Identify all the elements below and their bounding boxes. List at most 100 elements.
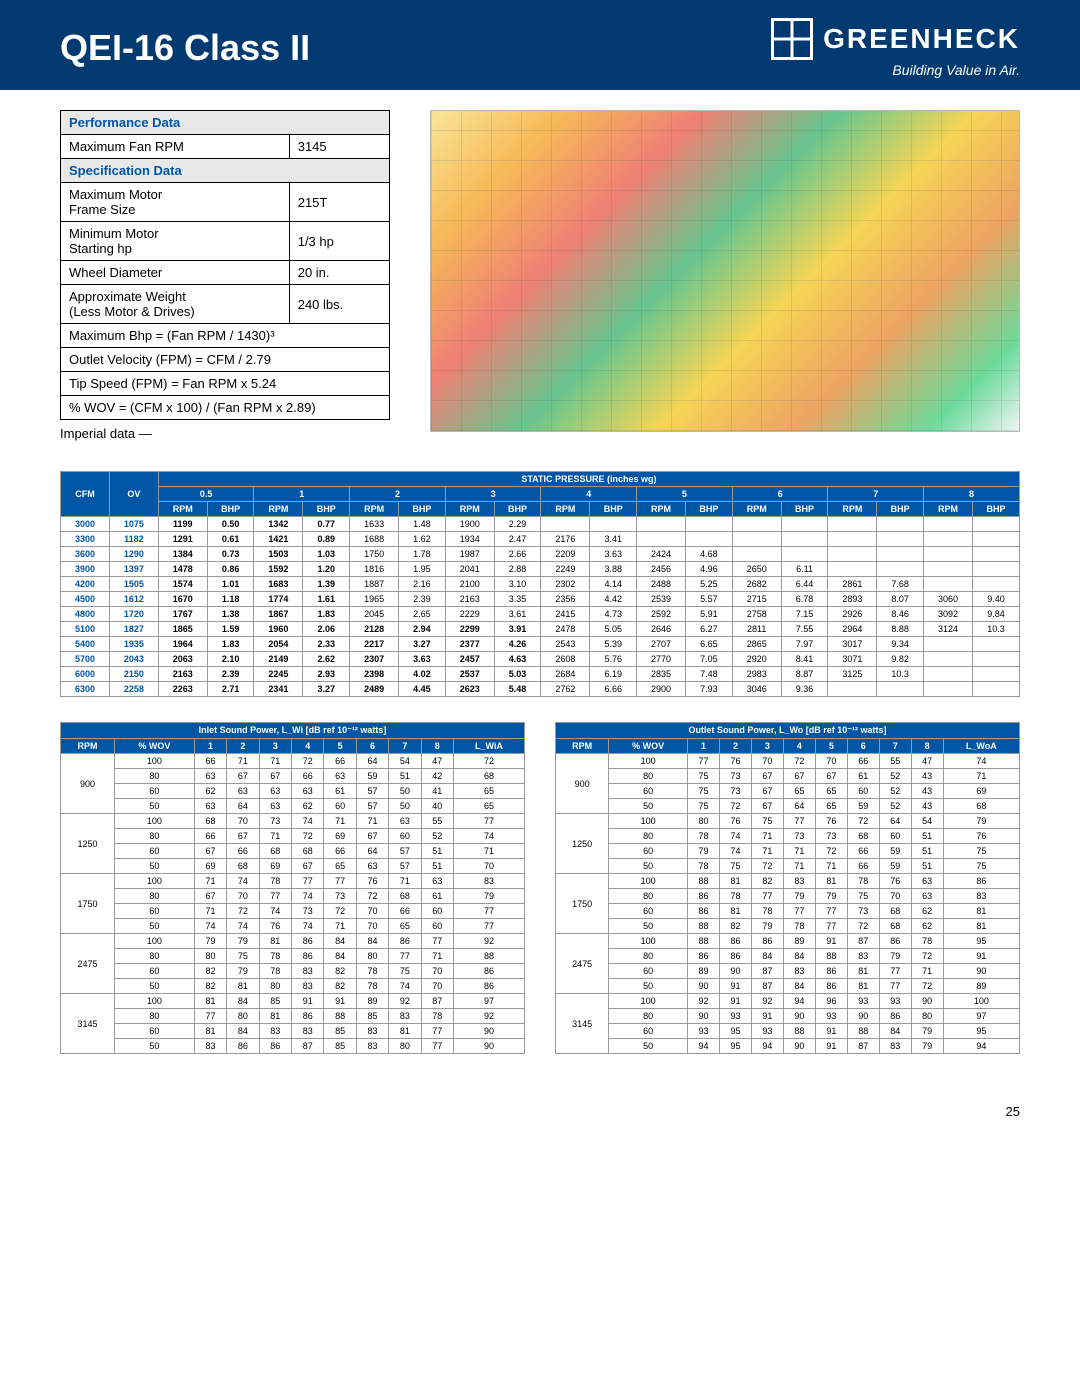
sound-cell: 84 xyxy=(324,949,356,964)
sound-cell: 71 xyxy=(259,754,291,769)
perf-cell: 3125 xyxy=(828,667,877,682)
sound-cell: 86 xyxy=(259,1039,291,1054)
perf-cell xyxy=(877,532,924,547)
sound-cell: 57 xyxy=(389,844,421,859)
rpm-cell: 1250 xyxy=(556,814,609,874)
sound-cell: 71 xyxy=(324,814,356,829)
sound-cell: 74 xyxy=(194,919,226,934)
sound-col: 2 xyxy=(719,739,751,754)
sound-cell: 51 xyxy=(911,829,943,844)
sound-cell: 83 xyxy=(943,889,1019,904)
sound-cell: 82 xyxy=(751,874,783,889)
sound-cell: 68 xyxy=(943,799,1019,814)
sound-cell: 73 xyxy=(292,904,324,919)
perf-cell: 1987 xyxy=(445,547,494,562)
sound-cell: 83 xyxy=(847,949,879,964)
sound-cell: 68 xyxy=(879,919,911,934)
perf-cell: 2623 xyxy=(445,682,494,697)
perf-cell: 2861 xyxy=(828,577,877,592)
sound-cell: 72 xyxy=(356,889,388,904)
sound-cell: 71 xyxy=(194,904,226,919)
sound-cell: 80 xyxy=(911,1009,943,1024)
sound-col: 3 xyxy=(751,739,783,754)
sound-cell: 70 xyxy=(356,919,388,934)
cfm-cell: 6300 xyxy=(61,682,110,697)
sound-cell: 50 xyxy=(609,1039,688,1054)
perf-cell: 1291 xyxy=(158,532,207,547)
perf-cell: 2398 xyxy=(350,667,399,682)
sound-cell: 75 xyxy=(751,814,783,829)
sound-cell: 60 xyxy=(609,784,688,799)
sound-cell: 92 xyxy=(389,994,421,1009)
perf-cell xyxy=(924,577,973,592)
sound-cell: 69 xyxy=(324,829,356,844)
sound-cell: 60 xyxy=(847,784,879,799)
perf-cell: 2964 xyxy=(828,622,877,637)
sound-cell: 77 xyxy=(815,919,847,934)
sound-cell: 67 xyxy=(356,829,388,844)
rpm-cell: 900 xyxy=(61,754,115,814)
perf-cell: 3.35 xyxy=(494,592,541,607)
sound-cell: 83 xyxy=(389,1009,421,1024)
perf-cell: 2229 xyxy=(445,607,494,622)
sound-cell: 81 xyxy=(227,979,259,994)
sound-cell: 54 xyxy=(389,754,421,769)
perf-cell xyxy=(972,562,1019,577)
perf-cell: 5.76 xyxy=(590,652,637,667)
perf-cell: 0.77 xyxy=(303,517,350,532)
perf-cell: 5.03 xyxy=(494,667,541,682)
perf-cell: 3.91 xyxy=(494,622,541,637)
sound-cell: 73 xyxy=(259,814,291,829)
perf-cell: 9.82 xyxy=(877,652,924,667)
perf-cell: 4.73 xyxy=(590,607,637,622)
perf-cell: 2650 xyxy=(732,562,781,577)
sound-cell: 77 xyxy=(259,889,291,904)
sound-cell: 86 xyxy=(453,964,524,979)
sound-cell: 70 xyxy=(421,979,453,994)
perf-cell: 2045 xyxy=(350,607,399,622)
sound-col: 4 xyxy=(783,739,815,754)
brand-name: GREENHECK xyxy=(823,23,1020,55)
sound-cell: 91 xyxy=(943,949,1019,964)
sound-cell: 70 xyxy=(453,859,524,874)
sound-cell: 90 xyxy=(453,1039,524,1054)
perf-cell xyxy=(828,532,877,547)
sound-cell: 50 xyxy=(114,979,194,994)
sound-cell: 80 xyxy=(114,889,194,904)
sound-cell: 87 xyxy=(292,1039,324,1054)
sub-col: BHP xyxy=(494,502,541,517)
sound-cell: 93 xyxy=(879,994,911,1009)
perf-cell: 3060 xyxy=(924,592,973,607)
sound-cell: 92 xyxy=(453,1009,524,1024)
sound-cell: 84 xyxy=(356,934,388,949)
sound-cell: 79 xyxy=(911,1024,943,1039)
formula: Maximum Bhp = (Fan RPM / 1430)³ xyxy=(61,324,390,348)
perf-cell: 5.39 xyxy=(590,637,637,652)
perf-cell: 1887 xyxy=(350,577,399,592)
sound-cell: 67 xyxy=(292,859,324,874)
sound-cell: 81 xyxy=(719,904,751,919)
sound-cell: 73 xyxy=(719,784,751,799)
perf-cell: 1.48 xyxy=(399,517,446,532)
sound-cell: 81 xyxy=(194,1024,226,1039)
sound-cell: 60 xyxy=(324,799,356,814)
sound-cell: 50 xyxy=(389,799,421,814)
sound-cell: 42 xyxy=(421,769,453,784)
perf-cell xyxy=(781,547,828,562)
sound-col: % WOV xyxy=(609,739,688,754)
perf-cell: 4.14 xyxy=(590,577,637,592)
sound-cell: 90 xyxy=(911,994,943,1009)
sound-cell: 72 xyxy=(719,799,751,814)
perf-cell: 2457 xyxy=(445,652,494,667)
sound-cell: 67 xyxy=(194,889,226,904)
perf-cell: 2302 xyxy=(541,577,590,592)
brand-tagline: Building Value in Air. xyxy=(771,62,1020,78)
sound-cell: 78 xyxy=(847,874,879,889)
sound-cell: 71 xyxy=(421,949,453,964)
perf-cell: 2.62 xyxy=(303,652,350,667)
sound-cell: 57 xyxy=(356,799,388,814)
sound-col: 1 xyxy=(688,739,720,754)
cfm-cell: 3000 xyxy=(61,517,110,532)
perf-cell: 2537 xyxy=(445,667,494,682)
perf-cell: 3.10 xyxy=(494,577,541,592)
